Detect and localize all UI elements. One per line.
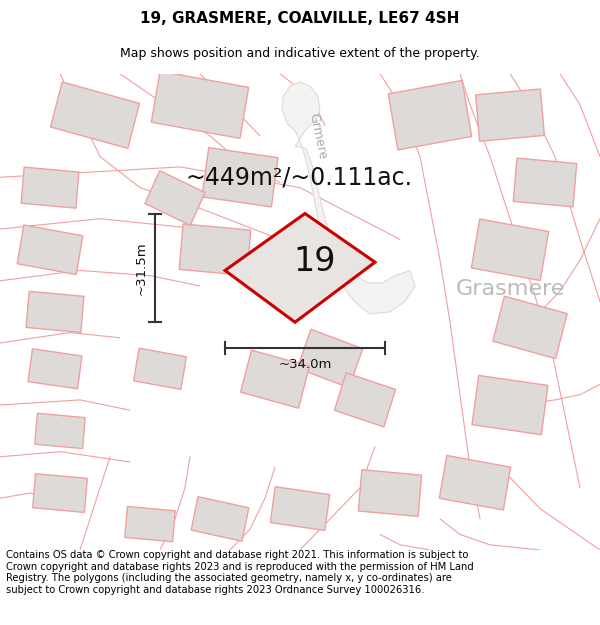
Polygon shape xyxy=(145,171,205,226)
Polygon shape xyxy=(334,373,395,427)
Text: Grmere: Grmere xyxy=(307,111,329,160)
Text: ~31.5m: ~31.5m xyxy=(134,241,148,294)
Polygon shape xyxy=(35,413,85,449)
Text: Map shows position and indicative extent of the property.: Map shows position and indicative extent… xyxy=(120,47,480,59)
Polygon shape xyxy=(388,81,472,150)
Polygon shape xyxy=(191,497,249,541)
Polygon shape xyxy=(472,376,548,435)
Polygon shape xyxy=(21,167,79,208)
Polygon shape xyxy=(28,349,82,389)
Polygon shape xyxy=(17,225,83,274)
Polygon shape xyxy=(241,350,310,408)
Polygon shape xyxy=(125,506,175,542)
Polygon shape xyxy=(282,82,415,314)
Polygon shape xyxy=(202,148,278,207)
Text: ~449m²/~0.111ac.: ~449m²/~0.111ac. xyxy=(185,165,412,189)
Text: 19, GRASMERE, COALVILLE, LE67 4SH: 19, GRASMERE, COALVILLE, LE67 4SH xyxy=(140,11,460,26)
Polygon shape xyxy=(472,219,548,281)
Polygon shape xyxy=(225,214,375,322)
Polygon shape xyxy=(151,71,248,138)
Polygon shape xyxy=(271,487,329,531)
Polygon shape xyxy=(32,474,88,512)
Text: ~34.0m: ~34.0m xyxy=(278,358,332,371)
Polygon shape xyxy=(476,89,544,141)
Polygon shape xyxy=(50,82,139,148)
Polygon shape xyxy=(26,291,84,332)
Text: Grasmere: Grasmere xyxy=(455,279,565,299)
Text: Contains OS data © Crown copyright and database right 2021. This information is : Contains OS data © Crown copyright and d… xyxy=(6,550,474,595)
Polygon shape xyxy=(358,470,422,516)
Polygon shape xyxy=(439,456,511,510)
Polygon shape xyxy=(513,158,577,207)
Text: 19: 19 xyxy=(294,246,336,278)
Polygon shape xyxy=(134,348,187,389)
Polygon shape xyxy=(298,329,362,388)
Polygon shape xyxy=(179,224,251,276)
Polygon shape xyxy=(493,296,567,359)
